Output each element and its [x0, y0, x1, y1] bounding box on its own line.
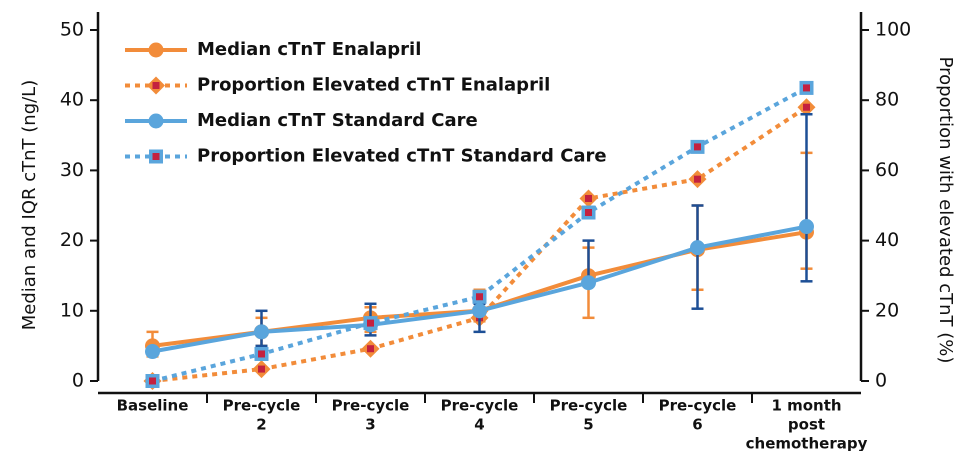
y2-tick-label: 0: [875, 370, 887, 392]
x-tick-label: 1 month: [771, 397, 841, 415]
point: [799, 219, 814, 235]
y2-tick-label: 100: [875, 19, 911, 41]
point-center: [803, 84, 810, 92]
point: [581, 275, 596, 291]
y-tick-label: 20: [60, 229, 84, 251]
y2-tick-label: 40: [875, 229, 899, 251]
point-center: [258, 365, 265, 373]
x-tick-label: 2: [256, 416, 266, 434]
point-center: [367, 345, 374, 353]
point: [472, 303, 487, 319]
y2-tick-label: 60: [875, 159, 899, 181]
x-tick-label: Pre-cycle: [223, 397, 301, 415]
x-tick-label: 6: [692, 416, 702, 434]
x-tick-label: 5: [583, 416, 593, 434]
x-tick-label: Pre-cycle: [659, 397, 737, 415]
legend-marker-center: [152, 153, 160, 160]
point-center: [694, 175, 701, 183]
x-tick-label: Baseline: [117, 397, 189, 415]
x-tick-label: 3: [365, 416, 375, 434]
point-center: [367, 319, 374, 327]
legend-label: Proportion Elevated cTnT Enalapril: [197, 75, 550, 96]
x-tick-label: Pre-cycle: [332, 397, 410, 415]
point-center: [149, 377, 156, 385]
legend-marker: [148, 42, 164, 58]
y-tick-label: 10: [60, 299, 84, 321]
y2-axis-label: Proportion with elevated cTnT (%): [935, 57, 956, 364]
point: [145, 344, 160, 360]
point-center: [258, 350, 265, 358]
y2-tick-label: 80: [875, 89, 899, 111]
point-center: [803, 103, 810, 111]
y-tick-label: 0: [72, 370, 84, 392]
point: [690, 240, 705, 256]
series-line: [152, 86, 808, 383]
x-tick-label: post: [788, 416, 825, 434]
x-tick-label: chemotherapy: [746, 435, 868, 451]
y-axis-label: Median and IQR cTnT (ng/L): [19, 80, 40, 330]
legend-label: Median cTnT Standard Care: [197, 110, 478, 131]
point: [254, 324, 269, 340]
y-tick-label: 40: [60, 89, 84, 111]
legend-label: Proportion Elevated cTnT Standard Care: [197, 146, 607, 167]
point-center: [476, 293, 483, 301]
x-tick-label: 4: [474, 416, 484, 434]
y-tick-label: 50: [60, 19, 84, 41]
y2-tick-label: 20: [875, 299, 899, 321]
y-tick-label: 30: [60, 159, 84, 181]
x-tick-label: Pre-cycle: [550, 397, 628, 415]
point-center: [694, 143, 701, 151]
legend-label: Median cTnT Enalapril: [197, 39, 421, 60]
legend-marker-center: [152, 82, 160, 89]
point-center: [585, 194, 592, 202]
x-tick-label: Pre-cycle: [441, 397, 519, 415]
legend-marker: [148, 113, 164, 129]
point-center: [585, 209, 592, 217]
